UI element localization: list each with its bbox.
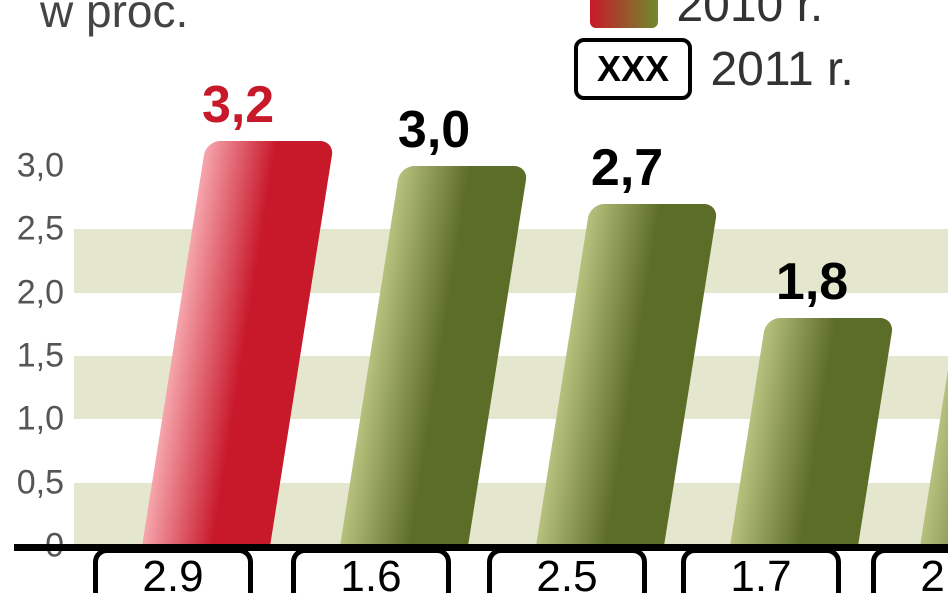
y-tick-label: 1,0 <box>17 400 64 439</box>
x-axis-value-box: 2.3 <box>871 548 948 593</box>
legend-swatch-2010 <box>590 0 658 28</box>
bar-value-label: 3,2 <box>174 75 302 135</box>
y-tick-label: 2,5 <box>17 210 64 249</box>
x-axis-value-box: 2.5 <box>487 548 647 593</box>
legend-box-2011: XXX <box>574 38 692 100</box>
y-tick-label: 1,5 <box>17 337 64 376</box>
legend-label-2011: 2011 r. <box>710 42 853 97</box>
bar: 2,7 <box>536 204 664 546</box>
y-tick-label: 2,0 <box>17 273 64 312</box>
y-tick-label: 0,5 <box>17 463 64 502</box>
x-axis-value-box: 1.6 <box>291 548 451 593</box>
bar: 1,8 <box>730 318 858 546</box>
bar-value-label: 1,7 <box>937 265 948 325</box>
bar: 1,7 <box>920 331 948 546</box>
legend-2010: 2010 r. <box>590 0 823 33</box>
bar: 3,2 <box>142 141 270 546</box>
y-tick-label: 3,0 <box>17 147 64 186</box>
legend-2011: XXX 2011 r. <box>574 38 854 100</box>
bar-body <box>920 331 948 546</box>
bar-value-label: 1,8 <box>748 252 876 312</box>
bar-value-label: 3,0 <box>370 100 498 160</box>
bar: 3,0 <box>340 166 468 546</box>
x-axis-value-box: 2.9 <box>93 548 253 593</box>
x-axis-value-box: 1.7 <box>681 548 841 593</box>
legend-label-2010: 2010 r. <box>676 0 823 33</box>
chart-subtitle: w proc. <box>40 0 188 38</box>
plot-area: 00,51,01,52,02,53,03,23,02,71,81,7 <box>74 128 948 546</box>
bar-value-label: 2,7 <box>563 138 691 198</box>
chart-stage: w proc. 2010 r. XXX 2011 r. 00,51,01,52,… <box>0 0 948 593</box>
